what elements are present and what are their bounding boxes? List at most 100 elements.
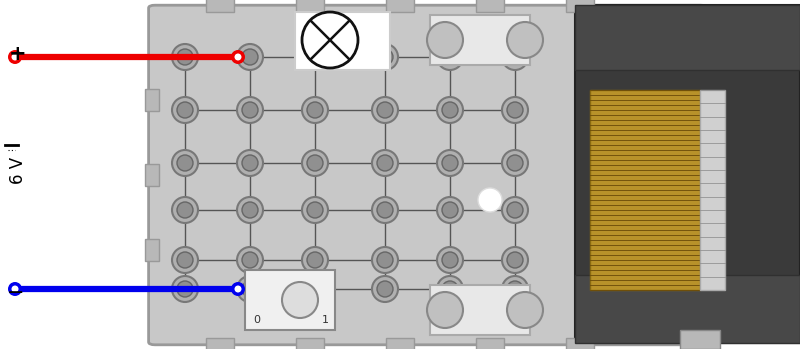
Bar (476, 0, 504, 12)
Ellipse shape (237, 150, 263, 176)
Ellipse shape (231, 50, 245, 64)
Text: +: + (9, 44, 27, 64)
Ellipse shape (8, 50, 22, 64)
Ellipse shape (372, 247, 398, 273)
Ellipse shape (437, 197, 463, 223)
Bar (296, 338, 324, 349)
Ellipse shape (237, 247, 263, 273)
Bar (700, 90, 725, 290)
Ellipse shape (372, 150, 398, 176)
Bar (245, 270, 335, 330)
Ellipse shape (172, 44, 198, 70)
Ellipse shape (237, 97, 263, 123)
Ellipse shape (502, 247, 528, 273)
Bar (430, 285, 530, 335)
Ellipse shape (11, 285, 18, 292)
Bar (430, 15, 530, 65)
Ellipse shape (507, 281, 523, 297)
Ellipse shape (307, 281, 323, 297)
Ellipse shape (442, 202, 458, 218)
Ellipse shape (442, 49, 458, 65)
Bar (206, 338, 234, 349)
Ellipse shape (478, 188, 502, 212)
Ellipse shape (242, 102, 258, 118)
Ellipse shape (377, 102, 393, 118)
Ellipse shape (437, 276, 463, 302)
Text: 0: 0 (254, 315, 261, 325)
Ellipse shape (8, 282, 22, 296)
Ellipse shape (507, 22, 543, 58)
Text: 1: 1 (322, 315, 329, 325)
Ellipse shape (307, 155, 323, 171)
Ellipse shape (377, 281, 393, 297)
Ellipse shape (237, 44, 263, 70)
Ellipse shape (502, 97, 528, 123)
Ellipse shape (177, 252, 193, 268)
Ellipse shape (172, 97, 198, 123)
Bar (206, 0, 234, 12)
Ellipse shape (377, 202, 393, 218)
Ellipse shape (372, 197, 398, 223)
Ellipse shape (172, 247, 198, 273)
Ellipse shape (177, 49, 193, 65)
Ellipse shape (442, 281, 458, 297)
Ellipse shape (302, 276, 328, 302)
Bar (566, 338, 594, 349)
Ellipse shape (302, 97, 328, 123)
Ellipse shape (307, 252, 323, 268)
Ellipse shape (427, 22, 463, 58)
Ellipse shape (507, 252, 523, 268)
Bar (680, 330, 720, 349)
Bar (575, 275, 800, 343)
Ellipse shape (437, 97, 463, 123)
Ellipse shape (372, 276, 398, 302)
Ellipse shape (177, 102, 193, 118)
Ellipse shape (231, 282, 245, 296)
Bar (295, 12, 390, 70)
Ellipse shape (442, 102, 458, 118)
Ellipse shape (507, 202, 523, 218)
Ellipse shape (437, 150, 463, 176)
Ellipse shape (502, 276, 528, 302)
Bar (386, 0, 414, 12)
Ellipse shape (302, 44, 328, 70)
Ellipse shape (507, 155, 523, 171)
Text: 6 V: 6 V (9, 156, 27, 184)
Bar (575, 5, 800, 70)
Bar (566, 0, 594, 12)
Ellipse shape (372, 97, 398, 123)
Ellipse shape (302, 247, 328, 273)
Ellipse shape (502, 197, 528, 223)
Ellipse shape (237, 197, 263, 223)
Ellipse shape (502, 44, 528, 70)
Ellipse shape (437, 247, 463, 273)
Ellipse shape (302, 150, 328, 176)
Text: −: − (7, 283, 25, 303)
Bar (476, 338, 504, 349)
Ellipse shape (307, 102, 323, 118)
Ellipse shape (507, 292, 543, 328)
Ellipse shape (242, 281, 258, 297)
Ellipse shape (502, 150, 528, 176)
Ellipse shape (177, 281, 193, 297)
Ellipse shape (242, 202, 258, 218)
Ellipse shape (377, 155, 393, 171)
Bar (145, 164, 159, 186)
Ellipse shape (507, 102, 523, 118)
Ellipse shape (172, 276, 198, 302)
Ellipse shape (377, 49, 393, 65)
Ellipse shape (307, 49, 323, 65)
Ellipse shape (377, 252, 393, 268)
Ellipse shape (372, 44, 398, 70)
Bar (145, 89, 159, 111)
Bar (386, 338, 414, 349)
Ellipse shape (177, 202, 193, 218)
Ellipse shape (234, 285, 242, 292)
Bar (575, 5, 800, 343)
Ellipse shape (172, 197, 198, 223)
Ellipse shape (307, 202, 323, 218)
Bar (296, 0, 324, 12)
Ellipse shape (442, 252, 458, 268)
Ellipse shape (302, 197, 328, 223)
Ellipse shape (237, 276, 263, 302)
